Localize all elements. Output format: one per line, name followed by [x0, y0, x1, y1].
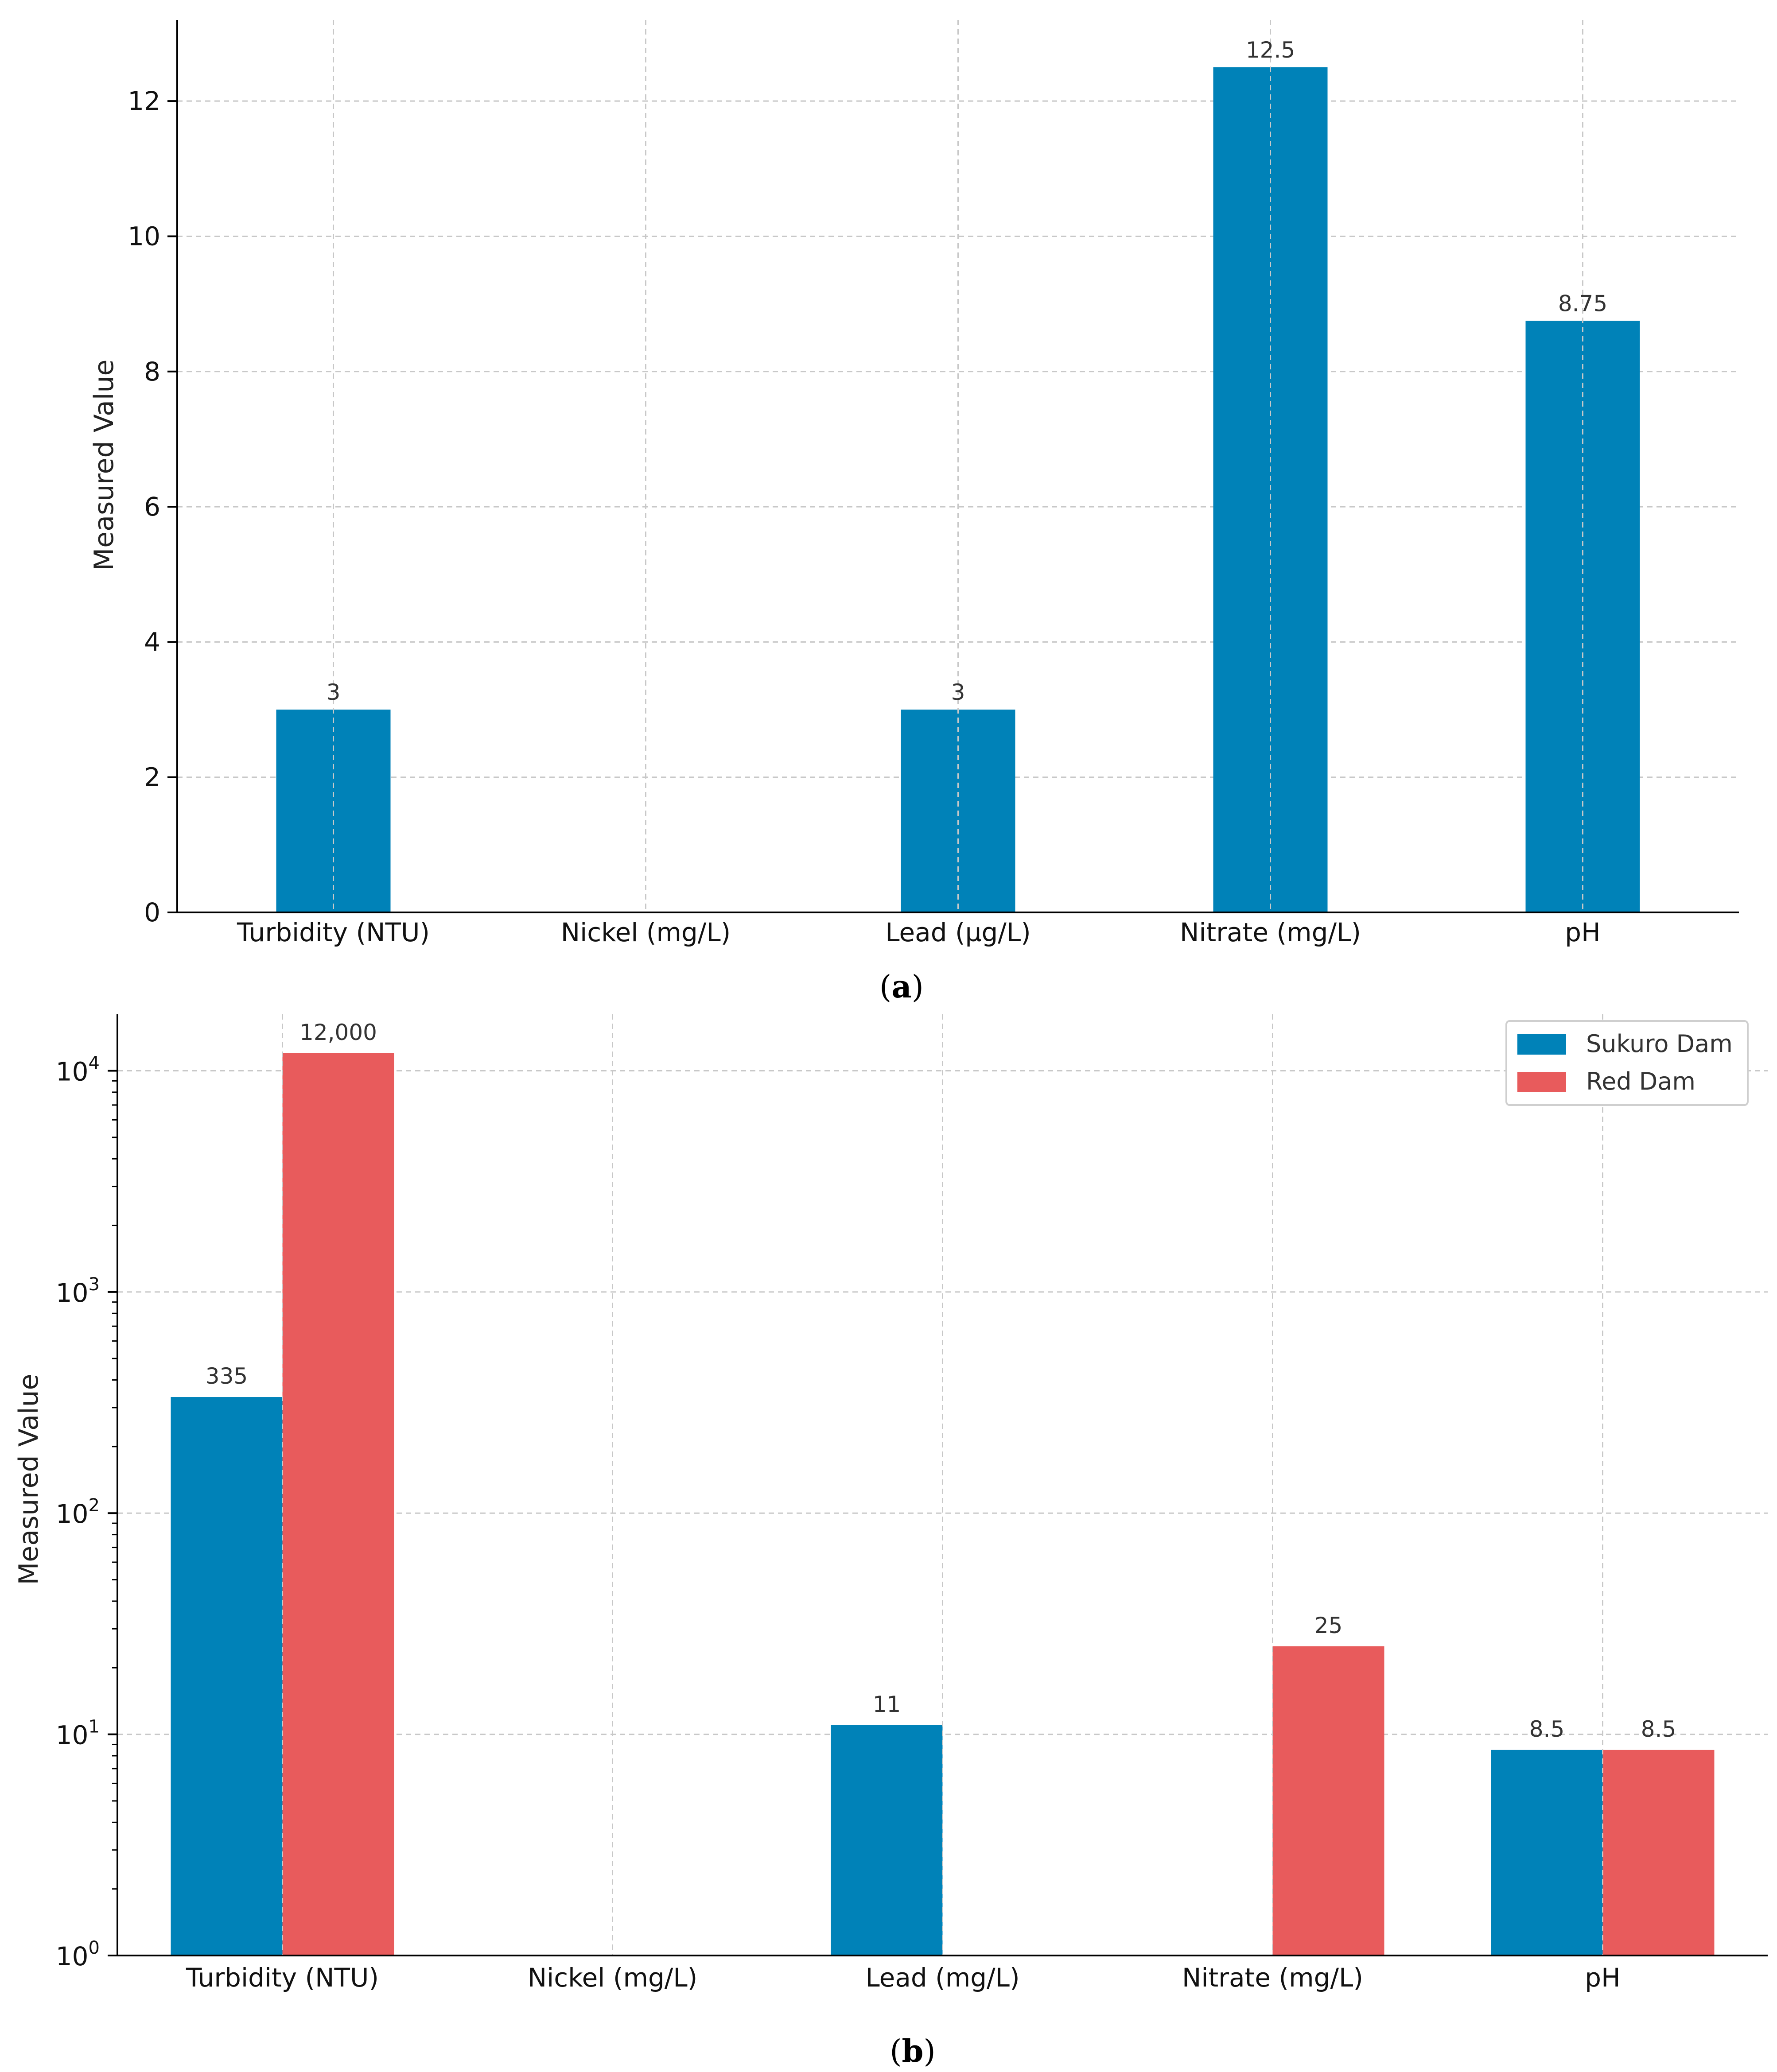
chart-a-y-tick-label: 10	[128, 221, 160, 251]
chart-b-panel-label: (b)	[890, 2033, 936, 2069]
chart-b-y-tick-exponent: 1	[89, 1717, 100, 1737]
chart-a-x-tick-label: Nickel (mg/L)	[561, 917, 731, 947]
chart-a-bars	[276, 20, 1640, 912]
chart-b-y-tick-exponent: 3	[89, 1274, 100, 1295]
chart-a-y-tick-label: 0	[144, 897, 160, 927]
chart-b-value-label: 8.5	[1529, 1716, 1565, 1742]
chart-a-y-tick-label: 6	[144, 492, 160, 522]
chart-b-value-label: 8.5	[1641, 1716, 1676, 1742]
legend-swatch-sukuro-dam	[1517, 1034, 1566, 1055]
chart-a-y-ticks: 0 2 4 6 8 10 12	[128, 86, 177, 927]
chart-b-x-ticks: Turbidity (NTU) Nickel (mg/L) Lead (mg/L) N…	[186, 1963, 1621, 1993]
chart-a-y-tick-label: 12	[128, 86, 160, 116]
chart-b-value-label: 11	[873, 1692, 901, 1717]
chart-a-x-tick-label: Turbidity (NTU)	[237, 917, 430, 947]
legend-label-red-dam: Red Dam	[1586, 1067, 1695, 1095]
chart-b-y-tick-base: 10	[56, 1499, 89, 1529]
chart-a-panel-letter: a	[891, 968, 911, 1005]
legend-swatch-red-dam	[1517, 1072, 1566, 1092]
chart-b-bar	[1272, 1646, 1384, 1956]
chart-a-value-labels: 3 3 12.5 8.75	[327, 37, 1608, 705]
chart-b-bars	[171, 1014, 1715, 1956]
chart-b-bar	[282, 1053, 394, 1956]
chart-a-value-label: 3	[327, 679, 341, 705]
chart-a-panel-label: (a)	[879, 968, 924, 1005]
chart-b-bar	[831, 1725, 943, 1956]
chart-b-y-tick-base: 10	[56, 1278, 89, 1308]
chart-b-y-tick-base: 10	[56, 1941, 89, 1971]
chart-a-y-axis-label: Measured Value	[89, 360, 120, 571]
chart-b-x-tick-label: Nickel (mg/L)	[528, 1963, 698, 1993]
chart-b-y-tick-label: 101	[56, 1717, 100, 1750]
chart-b-y-tick-exponent: 4	[89, 1053, 100, 1073]
chart-a: 3 3 12.5 8.75 0 2 4 6 8 10 12 Turbidity (NTU) Nick…	[89, 20, 1739, 1005]
chart-b-y-tick-exponent: 2	[89, 1495, 100, 1516]
chart-a-y-tick-label: 8	[144, 357, 160, 387]
chart-b-x-tick-label: Nitrate (mg/L)	[1182, 1963, 1363, 1993]
chart-a-x-tick-label: Nitrate (mg/L)	[1180, 917, 1361, 947]
legend-label-sukuro-dam: Sukuro Dam	[1586, 1030, 1733, 1058]
chart-a-value-label: 3	[951, 679, 965, 705]
chart-b-x-tick-label: Lead (mg/L)	[865, 1963, 1019, 1993]
chart-a-x-tick-label: Lead (µg/L)	[885, 917, 1031, 947]
chart-b-panel-letter: b	[902, 2033, 924, 2069]
chart-b-x-tick-label: pH	[1585, 1963, 1620, 1993]
chart-b-y-tick-label: 104	[56, 1053, 100, 1086]
chart-b-y-tick-base: 10	[56, 1056, 89, 1086]
chart-b-value-label: 12,000	[299, 1020, 377, 1045]
chart-a-x-ticks: Turbidity (NTU) Nickel (mg/L) Lead (µg/L) N…	[237, 917, 1601, 947]
chart-b-bar	[1491, 1750, 1603, 1956]
chart-b-bar	[1602, 1750, 1715, 1956]
chart-a-y-tick-label: 4	[144, 627, 160, 657]
chart-b-value-label: 335	[206, 1363, 248, 1389]
chart-a-value-label: 8.75	[1558, 291, 1607, 316]
chart-a-x-tick-label: pH	[1565, 917, 1600, 947]
chart-b-y-axis-label: Measured Value	[13, 1374, 44, 1585]
chart-a-value-label: 12.5	[1246, 37, 1295, 63]
chart-b-legend: Sukuro Dam Red Dam	[1505, 1020, 1749, 1106]
chart-b-value-label: 25	[1314, 1613, 1343, 1638]
chart-b-y-tick-label: 100	[56, 1938, 100, 1971]
chart-b-y-tick-base: 10	[56, 1720, 89, 1750]
chart-b-y-tick-label: 103	[56, 1274, 100, 1308]
chart-b-x-tick-label: Turbidity (NTU)	[186, 1963, 379, 1993]
legend-frame	[1505, 1020, 1749, 1106]
chart-a-y-tick-label: 2	[144, 762, 160, 792]
chart-b-value-labels: 335 11 8.5 12,000 25 8.5	[206, 1020, 1676, 1742]
chart-b-y-tick-exponent: 0	[89, 1938, 100, 1958]
chart-b-bar	[171, 1397, 283, 1956]
chart-b-y-tick-label: 102	[56, 1495, 100, 1529]
